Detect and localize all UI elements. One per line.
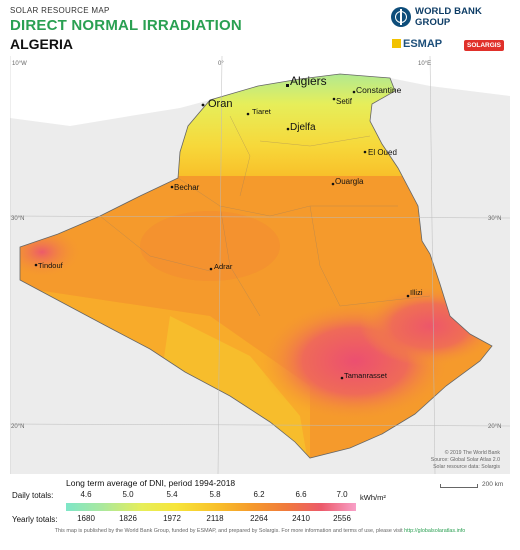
city-label-ouargla: Ouargla bbox=[335, 177, 364, 186]
world-bank-logo: WORLD BANK GROUP bbox=[391, 6, 520, 28]
city-label-adrar: Adrar bbox=[214, 262, 233, 271]
city-label-constantine: Constantine bbox=[356, 85, 402, 95]
daily-value: 5.4 bbox=[166, 490, 178, 499]
esmap-mark-icon bbox=[392, 39, 401, 48]
mediterranean-sea bbox=[10, 56, 510, 126]
city-label-djelfa: Djelfa bbox=[290, 122, 316, 133]
map-kicker: SOLAR RESOURCE MAP bbox=[10, 6, 110, 15]
city-label-algiers: Algiers bbox=[290, 74, 327, 88]
daily-value: 4.6 bbox=[80, 490, 92, 499]
city-marker-el-oued bbox=[363, 150, 367, 154]
city-marker-ouargla bbox=[331, 182, 335, 186]
map-credit: © 2019 The World Bank Source: Global Sol… bbox=[431, 449, 501, 470]
yearly-value: 2264 bbox=[250, 514, 268, 523]
footer-note: This map is published by the World Bank … bbox=[0, 528, 520, 534]
graticule-lon-10w: 10°W bbox=[12, 61, 27, 67]
map-header: SOLAR RESOURCE MAP DIRECT NORMAL IRRADIA… bbox=[0, 0, 520, 56]
map-credit-line-1: © 2019 The World Bank bbox=[445, 449, 501, 456]
map-canvas: 10°W 0° 10°E 30°N 30°N 20°N 20°N Algiers… bbox=[10, 56, 510, 474]
city-marker-constantine bbox=[352, 90, 356, 94]
legend-yearly-label: Yearly totals: bbox=[12, 515, 58, 524]
yearly-value: 1680 bbox=[77, 514, 95, 523]
yearly-value: 2410 bbox=[292, 514, 310, 523]
city-marker-tiaret bbox=[246, 112, 250, 116]
legend-yearly-values: 1680 1826 1972 2118 2264 2410 2556 bbox=[66, 514, 356, 526]
city-label-bechar: Bechar bbox=[174, 183, 200, 192]
daily-value: 6.6 bbox=[295, 490, 307, 499]
footer-text: This map is published by the World Bank … bbox=[54, 528, 403, 534]
city-marker-tamanrasset bbox=[340, 376, 344, 380]
graticule-lon-10e: 10°E bbox=[418, 61, 431, 67]
graticule-lat-20n-right: 20°N bbox=[488, 424, 501, 430]
esmap-logo: ESMAP bbox=[392, 38, 442, 50]
daily-value: 5.8 bbox=[209, 490, 221, 499]
legend-color-ramp bbox=[66, 503, 356, 511]
yearly-value: 2556 bbox=[333, 514, 351, 523]
legend-daily-values: 4.6 5.0 5.4 5.8 6.2 6.6 7.0 bbox=[66, 490, 356, 502]
city-label-tindouf: Tindouf bbox=[38, 261, 64, 270]
yearly-value: 1826 bbox=[119, 514, 137, 523]
algeria-border bbox=[19, 73, 493, 459]
world-bank-globe-icon bbox=[391, 7, 411, 27]
daily-value: 6.2 bbox=[253, 490, 265, 499]
city-label-tamanrasset: Tamanrasset bbox=[344, 371, 388, 380]
graticule-lon-0: 0° bbox=[218, 61, 224, 67]
footer-link[interactable]: http://globalsolaratlas.info bbox=[404, 528, 466, 534]
scale-bar-label: 200 km bbox=[482, 481, 504, 488]
city-marker-tindouf bbox=[34, 263, 38, 267]
graticule-lines bbox=[10, 56, 510, 474]
legend-title: Long term average of DNI, period 1994-20… bbox=[66, 478, 236, 488]
scale-bar bbox=[440, 484, 478, 488]
graticule-lat-30n-left: 30°N bbox=[11, 216, 24, 222]
graticule-lat-20n-left: 20°N bbox=[11, 424, 24, 430]
country-name: ALGERIA bbox=[10, 36, 73, 52]
algeria-dni-map: 10°W 0° 10°E 30°N 30°N 20°N 20°N Algiers… bbox=[10, 56, 510, 474]
graticule-lat-30n-right: 30°N bbox=[488, 216, 501, 222]
legend-unit: kWh/m² bbox=[360, 493, 386, 502]
world-bank-logo-text: WORLD BANK GROUP bbox=[415, 6, 482, 28]
map-title: DIRECT NORMAL IRRADIATION bbox=[10, 17, 242, 34]
legend: Long term average of DNI, period 1994-20… bbox=[0, 476, 520, 536]
city-label-illizi: Illizi bbox=[410, 288, 423, 297]
map-credit-line-3: Solar resource data: Solargis bbox=[433, 464, 500, 470]
city-marker-algiers bbox=[286, 84, 289, 87]
city-label-tiaret: Tiaret bbox=[252, 107, 272, 116]
city-marker-illizi bbox=[406, 294, 410, 298]
yearly-value: 2118 bbox=[206, 514, 224, 523]
daily-value: 7.0 bbox=[336, 490, 348, 499]
solargis-logo: SOLARGIS bbox=[464, 40, 504, 51]
city-marker-setif bbox=[332, 97, 336, 101]
yearly-value: 1972 bbox=[163, 514, 181, 523]
city-marker-adrar bbox=[209, 267, 213, 271]
legend-daily-label: Daily totals: bbox=[12, 491, 54, 500]
map-credit-line-2: Source: Global Solar Atlas 2.0 bbox=[431, 457, 500, 463]
city-label-el-oued: El Oued bbox=[368, 148, 397, 157]
province-boundaries bbox=[99, 115, 431, 317]
city-marker-djelfa bbox=[286, 127, 290, 131]
city-marker-bechar bbox=[170, 185, 174, 189]
city-labels: Algiers Oran Tiaret Setif Constantine Dj… bbox=[34, 74, 423, 380]
city-marker-oran bbox=[201, 103, 205, 107]
city-label-oran: Oran bbox=[208, 98, 232, 110]
city-label-setif: Setif bbox=[336, 97, 353, 106]
daily-value: 5.0 bbox=[122, 490, 134, 499]
